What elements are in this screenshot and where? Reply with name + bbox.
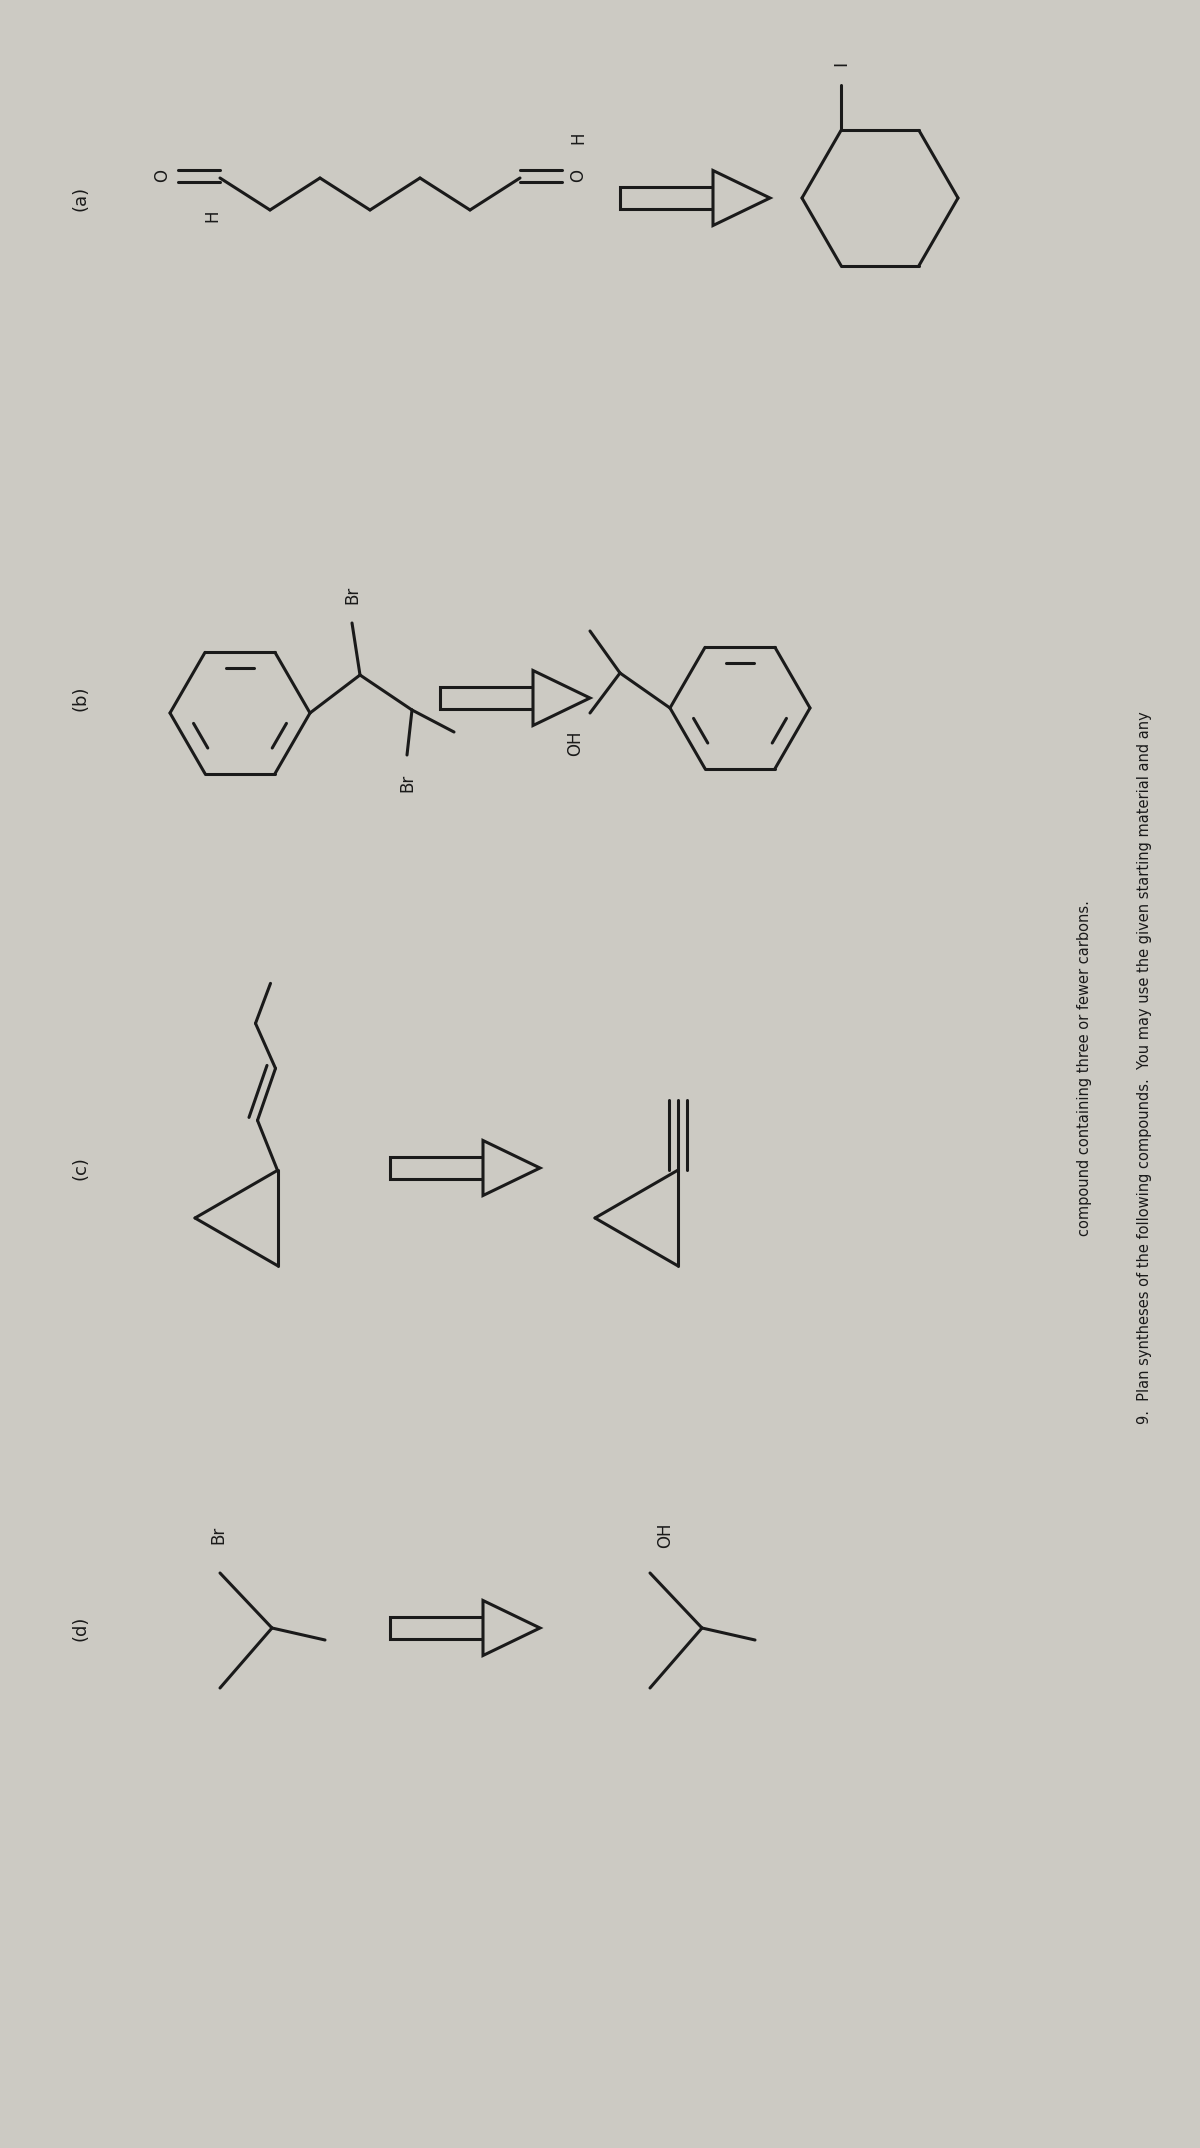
Text: OH: OH [566, 730, 584, 756]
Text: (b): (b) [71, 685, 89, 711]
Text: H: H [203, 211, 221, 221]
Text: I: I [832, 60, 850, 67]
Text: (a): (a) [71, 185, 89, 211]
Text: (c): (c) [71, 1156, 89, 1179]
Polygon shape [390, 1617, 482, 1639]
Text: O: O [152, 170, 170, 183]
Text: (d): (d) [71, 1615, 89, 1641]
Text: Br: Br [398, 773, 416, 793]
Polygon shape [713, 170, 770, 226]
Text: H: H [569, 131, 587, 144]
Text: compound containing three or fewer carbons.: compound containing three or fewer carbo… [1078, 900, 1092, 1235]
Text: OH: OH [656, 1523, 674, 1549]
Text: Br: Br [343, 586, 361, 604]
Polygon shape [620, 187, 713, 208]
Text: O: O [569, 170, 587, 183]
Polygon shape [482, 1141, 540, 1196]
Text: 9.  Plan syntheses of the following compounds.  You may use the given starting m: 9. Plan syntheses of the following compo… [1138, 711, 1152, 1424]
Polygon shape [482, 1600, 540, 1656]
Polygon shape [533, 670, 590, 726]
Polygon shape [440, 687, 533, 709]
Text: Br: Br [209, 1525, 227, 1544]
Polygon shape [390, 1158, 482, 1179]
